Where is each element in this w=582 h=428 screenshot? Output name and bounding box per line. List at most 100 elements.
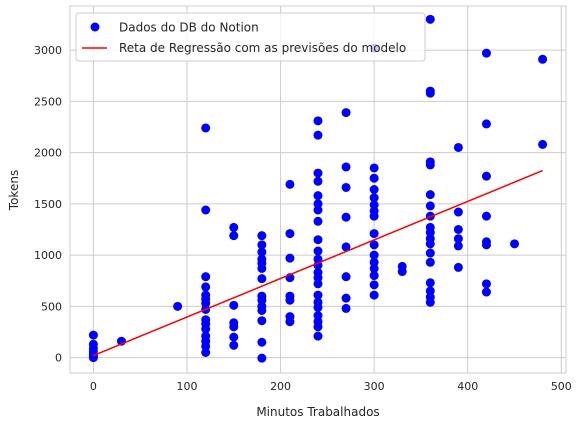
- data-point: [201, 331, 211, 341]
- data-point: [201, 315, 211, 325]
- data-point: [369, 200, 379, 210]
- data-point: [257, 301, 267, 311]
- ticks: 0 100 200 300 400 500 0 500 1000 1500 2000 2500 3000: [34, 44, 572, 393]
- data-point: [313, 331, 323, 341]
- data-point: [285, 312, 295, 322]
- data-point: [369, 185, 379, 194]
- legend-box: [75, 12, 426, 62]
- marks: [88, 14, 548, 363]
- data-point: [201, 290, 211, 300]
- y-tick-label: 3000: [34, 44, 62, 57]
- y-tick-label: 500: [41, 300, 62, 313]
- data-point: [257, 247, 267, 257]
- data-point: [229, 222, 239, 232]
- legend-scatter-marker: [90, 22, 100, 32]
- data-point: [313, 268, 323, 278]
- legend-scatter-label: Dados do DB do Notion: [119, 21, 259, 35]
- data-point: [481, 48, 491, 58]
- data-point: [369, 257, 379, 267]
- data-point: [453, 234, 463, 244]
- data-point: [257, 291, 267, 301]
- data-point: [201, 282, 211, 292]
- data-point: [538, 139, 548, 149]
- data-point: [257, 254, 267, 264]
- data-point: [510, 239, 520, 249]
- data-point: [313, 216, 323, 226]
- data-point: [173, 301, 183, 311]
- data-point: [425, 157, 435, 167]
- legend: Dados do DB do Notion Reta de Regressão …: [75, 12, 426, 62]
- x-tick-label: 0: [90, 380, 97, 393]
- data-point: [257, 240, 267, 250]
- data-point: [285, 229, 295, 239]
- data-point: [257, 316, 267, 326]
- data-point: [369, 263, 379, 273]
- data-point: [425, 286, 435, 296]
- data-point: [538, 54, 548, 64]
- data-point: [453, 207, 463, 217]
- data-point: [313, 205, 323, 215]
- data-point: [257, 274, 267, 284]
- data-point: [481, 211, 491, 221]
- data-point: [88, 330, 98, 340]
- data-point: [425, 292, 435, 302]
- data-point: [481, 287, 491, 297]
- data-point: [313, 191, 323, 201]
- data-point: [313, 130, 323, 140]
- data-point: [341, 182, 351, 192]
- y-tick-label: 2000: [34, 147, 62, 160]
- data-point: [313, 297, 323, 307]
- data-point: [201, 272, 211, 282]
- y-tick-label: 1500: [34, 198, 62, 211]
- data-point: [341, 272, 351, 282]
- data-point: [425, 222, 435, 232]
- data-point: [313, 246, 323, 256]
- x-tick-label: 300: [364, 380, 385, 393]
- data-point: [425, 248, 435, 258]
- x-tick-label: 500: [551, 380, 572, 393]
- data-point: [481, 237, 491, 247]
- data-point: [425, 201, 435, 211]
- data-point: [369, 173, 379, 183]
- plot-frame: [69, 5, 567, 374]
- data-point: [369, 206, 379, 216]
- data-point: [369, 250, 379, 260]
- data-point: [201, 347, 211, 357]
- regression-line: [93, 169, 543, 357]
- data-point: [341, 242, 351, 252]
- data-point: [369, 193, 379, 203]
- x-tick-label: 100: [176, 380, 197, 393]
- data-point: [369, 280, 379, 290]
- data-point: [425, 278, 435, 288]
- data-point: [453, 262, 463, 272]
- data-point: [201, 205, 211, 215]
- data-point: [257, 231, 267, 241]
- data-point: [285, 179, 295, 189]
- data-point: [425, 234, 435, 244]
- x-axis-label: Minutos Trabalhados: [256, 405, 379, 419]
- data-point: [341, 212, 351, 222]
- legend-line-label: Reta de Regressão com as previsões do mo…: [119, 41, 406, 55]
- data-point: [481, 119, 491, 129]
- data-point: [313, 317, 323, 327]
- y-tick-label: 2500: [34, 95, 62, 108]
- data-point: [229, 340, 239, 350]
- data-point: [313, 176, 323, 186]
- y-tick-label: 1000: [34, 249, 62, 262]
- data-point: [453, 142, 463, 152]
- data-point: [481, 171, 491, 181]
- data-point: [313, 260, 323, 270]
- data-point: [257, 337, 267, 347]
- data-point: [313, 311, 323, 321]
- data-point: [257, 353, 267, 363]
- data-point: [425, 257, 435, 267]
- data-point: [369, 229, 379, 239]
- data-point: [369, 290, 379, 300]
- data-point: [313, 168, 323, 178]
- x-tick-label: 200: [270, 380, 291, 393]
- y-tick-label: 0: [55, 352, 62, 365]
- data-point: [313, 199, 323, 209]
- data-point: [229, 332, 239, 342]
- data-point: [341, 293, 351, 303]
